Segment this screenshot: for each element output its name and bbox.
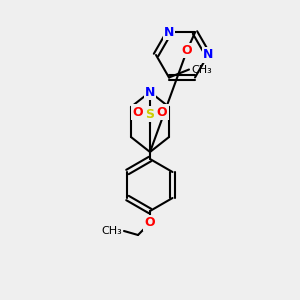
Text: O: O <box>157 106 167 118</box>
Text: O: O <box>133 106 143 118</box>
Text: CH₃: CH₃ <box>191 64 212 74</box>
Text: S: S <box>146 107 154 121</box>
Text: CH₃: CH₃ <box>101 226 122 236</box>
Text: N: N <box>145 85 155 98</box>
Text: N: N <box>164 26 174 39</box>
Text: O: O <box>182 44 192 57</box>
Text: N: N <box>203 49 213 62</box>
Text: O: O <box>145 217 155 230</box>
